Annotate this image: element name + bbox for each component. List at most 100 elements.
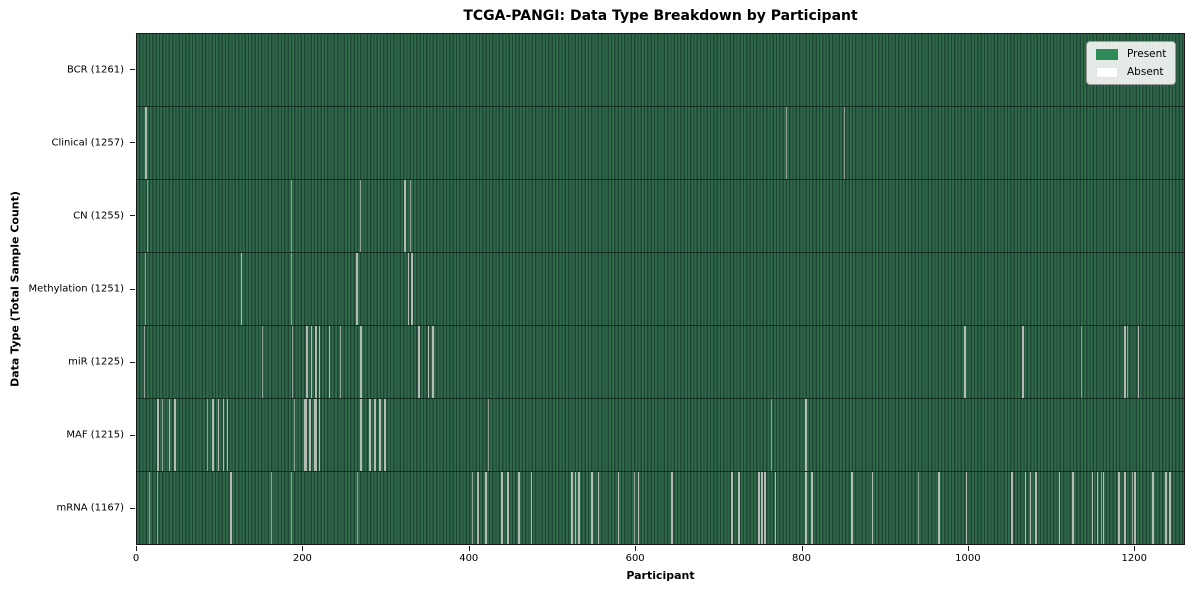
x-tick-mark	[967, 546, 969, 551]
absent-gap	[384, 399, 387, 471]
absent-gap	[738, 472, 740, 544]
absent-gap	[308, 399, 311, 471]
absent-gap	[291, 180, 293, 252]
absent-gap	[1152, 472, 1155, 544]
y-tick-mark	[130, 507, 135, 509]
row-band-methylation	[137, 252, 1184, 325]
x-tick-mark	[302, 546, 304, 551]
absent-gap	[206, 399, 208, 471]
row-band-cn	[137, 179, 1184, 252]
absent-gap	[1022, 326, 1024, 398]
x-tick-label: 400	[459, 553, 479, 564]
x-tick-label: 1000	[955, 553, 981, 564]
absent-gap	[597, 472, 600, 544]
absent-gap	[965, 472, 968, 544]
absent-gap	[410, 253, 413, 325]
absent-gap	[145, 253, 147, 325]
x-tick-mark	[635, 546, 637, 551]
y-tick-label: Clinical (1257)	[51, 137, 125, 149]
absent-gap	[1024, 472, 1027, 544]
plot-area	[136, 33, 1185, 545]
absent-gap	[963, 326, 966, 398]
absent-gap	[226, 399, 229, 471]
absent-gap	[318, 399, 321, 471]
row-band-clinical	[137, 106, 1184, 179]
absent-gap	[501, 472, 504, 544]
absent-gap	[844, 107, 846, 179]
absent-gap	[1169, 472, 1171, 544]
absent-gap	[360, 399, 362, 471]
absent-gap	[1126, 326, 1128, 398]
legend: Present Absent	[1086, 41, 1177, 85]
absent-gap	[634, 472, 636, 544]
absent-gap	[774, 472, 777, 544]
absent-gap	[518, 472, 520, 544]
row-bands-container	[137, 34, 1184, 544]
y-tick-label: mRNA (1167)	[56, 502, 124, 514]
y-tick-label: BCR (1261)	[66, 64, 124, 76]
absent-gap	[1164, 472, 1167, 544]
y-tick-label: CN (1255)	[73, 210, 124, 222]
absent-gap	[149, 472, 151, 544]
y-tick-mark	[130, 215, 135, 217]
x-tick-label: 0	[132, 553, 140, 564]
absent-gap	[291, 253, 293, 325]
row-band-mir	[137, 325, 1184, 398]
present-swatch	[1096, 48, 1118, 60]
chart-title: TCGA-PANGI: Data Type Breakdown by Parti…	[463, 8, 858, 24]
absent-gap	[143, 326, 145, 398]
absent-gap	[1071, 472, 1074, 544]
y-tick-mark	[130, 361, 135, 363]
absent-gap	[477, 472, 480, 544]
legend-item-absent: Absent	[1096, 66, 1166, 78]
absent-gap	[427, 326, 430, 398]
absent-gap	[805, 472, 808, 544]
absent-gap	[145, 107, 147, 179]
absent-gap	[174, 399, 177, 471]
x-tick-label: 600	[625, 553, 645, 564]
x-tick-label: 1200	[1121, 553, 1147, 564]
absent-gap	[410, 180, 412, 252]
absent-gap	[811, 472, 813, 544]
x-tick-mark	[1134, 546, 1136, 551]
absent-gap	[1137, 326, 1140, 398]
absent-gap	[313, 399, 318, 471]
absent-gap	[292, 326, 294, 398]
x-axis-ticks: 0 200 400 600 800 1000 1200	[132, 546, 1185, 576]
absent-gap	[360, 180, 362, 252]
absent-gap	[168, 399, 171, 471]
absent-gap	[1011, 472, 1013, 544]
absent-gap	[305, 326, 309, 398]
absent-gap	[328, 326, 331, 398]
absent-gap	[1096, 472, 1099, 544]
absent-gap	[303, 399, 308, 471]
absent-gap	[1124, 326, 1126, 398]
absent-gap	[1124, 472, 1126, 544]
absent-gap	[360, 326, 362, 398]
legend-label-absent: Absent	[1127, 66, 1164, 78]
absent-gap	[637, 472, 640, 544]
absent-gap	[771, 399, 773, 471]
absent-gap	[786, 107, 788, 179]
absent-gap	[1091, 472, 1094, 544]
absent-gap	[407, 253, 410, 325]
absent-gap	[1131, 472, 1133, 544]
absent-gap	[340, 326, 342, 398]
absent-gap	[357, 472, 359, 544]
absent-gap	[1118, 472, 1121, 544]
y-tick-mark	[130, 69, 135, 71]
absent-gap	[290, 472, 292, 544]
y-tick-mark	[130, 434, 135, 436]
x-axis-label: Participant	[626, 569, 695, 582]
x-tick-label: 200	[292, 553, 312, 564]
absent-gap	[146, 180, 148, 252]
absent-gap	[217, 399, 220, 471]
row-band-mrna	[137, 471, 1184, 544]
absent-gap	[731, 472, 734, 544]
absent-gap	[270, 472, 272, 544]
x-tick-mark	[468, 546, 470, 551]
absent-gap	[1029, 472, 1032, 544]
y-tick-label: Methylation (1251)	[28, 283, 124, 295]
absent-gap	[938, 472, 940, 544]
